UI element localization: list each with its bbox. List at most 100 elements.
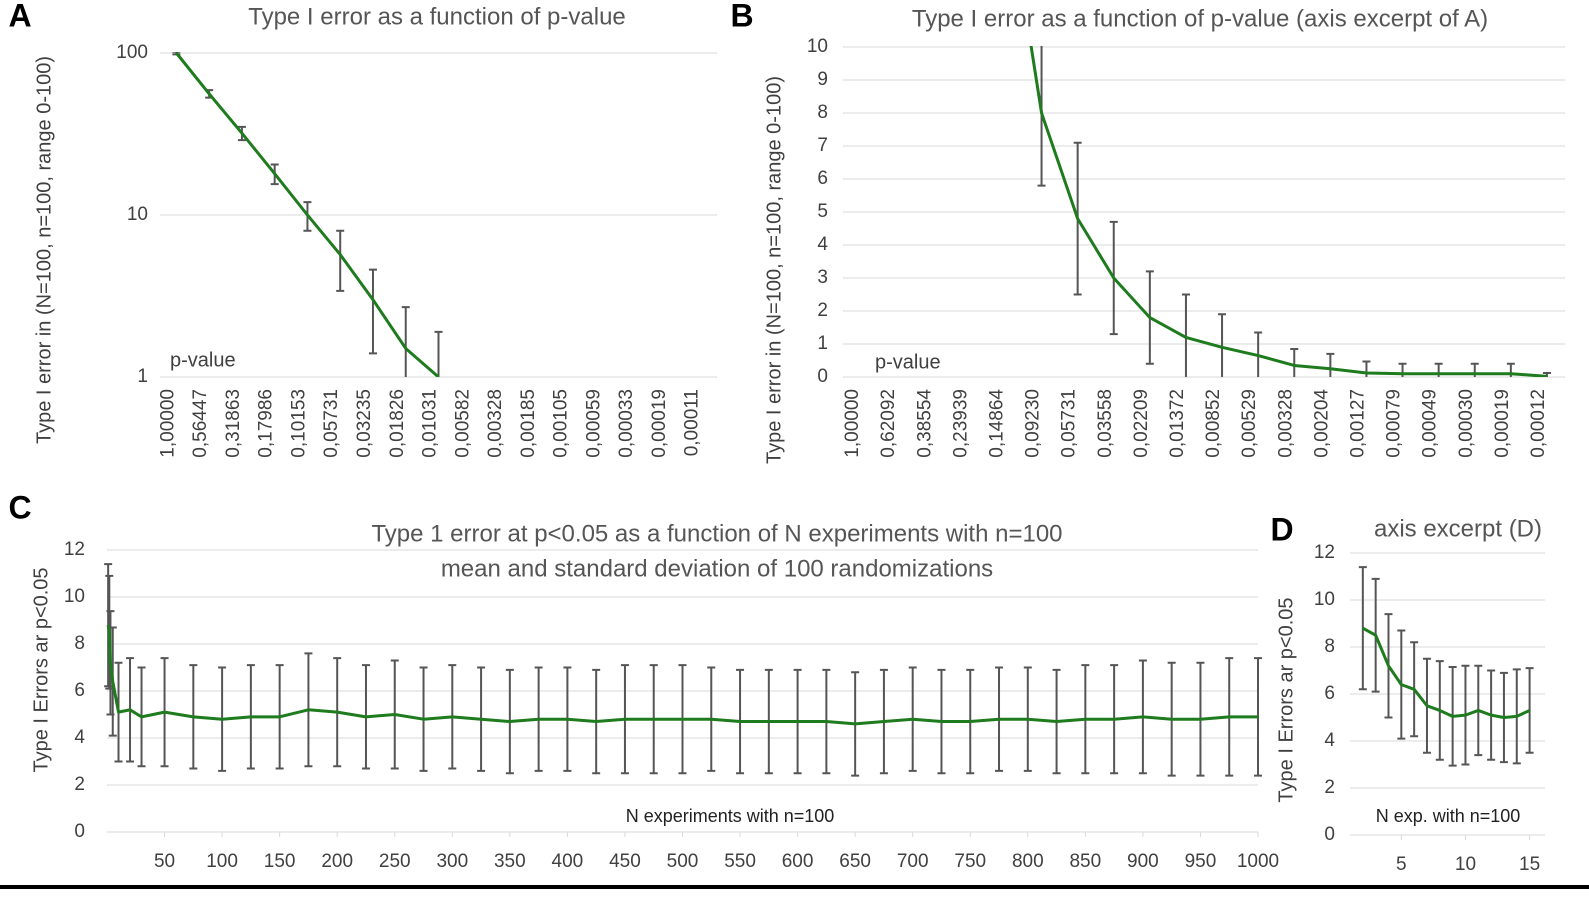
x-tick-label: 250 [379, 851, 411, 872]
error-bar [434, 330, 443, 377]
x-tick-label: 850 [1069, 851, 1101, 872]
y-tick-label: 4 [1324, 730, 1335, 751]
x-tick-label: 0,00019 [1492, 389, 1513, 458]
data-line [1029, 46, 1548, 377]
plot-area [104, 563, 1262, 777]
x-tick-label: 200 [321, 851, 353, 872]
chart-title: axis excerpt (D) [1374, 515, 1542, 542]
x-tick-label: 650 [839, 851, 871, 872]
x-tick-label: 0,00185 [518, 389, 539, 458]
chart-subtitle: mean and standard deviation of 100 rando… [441, 555, 993, 582]
y-tick-label: 1 [817, 333, 828, 354]
y-tick-label: 5 [817, 201, 828, 222]
x-tick-label: 0,00204 [1311, 389, 1332, 458]
x-tick-label: 0,00529 [1239, 389, 1260, 458]
y-tick-label: 10 [1314, 589, 1335, 610]
panel-letter: D [1270, 511, 1293, 547]
x-tick-label: 0,00030 [1456, 389, 1477, 458]
x-tick-label: 0,00011 [682, 389, 703, 456]
x-tick-label: 0,00079 [1384, 389, 1405, 458]
x-tick-label: 0,00328 [1275, 389, 1296, 458]
x-tick-label: 0,00582 [452, 389, 473, 458]
x-tick-label: 10 [1455, 854, 1476, 875]
x-tick-label: 0,00049 [1420, 389, 1441, 458]
x-tick-label: 0,56447 [190, 389, 211, 458]
x-tick-label: 450 [609, 851, 641, 872]
x-tick-label: 400 [552, 851, 584, 872]
data-line [106, 624, 1258, 726]
data-line [1362, 626, 1531, 719]
y-tick-label: 1 [137, 366, 148, 387]
x-tick-label: 700 [897, 851, 929, 872]
x-tick-label: 0,01826 [387, 389, 408, 458]
x-tick-label: 750 [954, 851, 986, 872]
y-tick-label: 6 [817, 168, 828, 189]
error-bar [336, 229, 345, 292]
y-tick-label: 3 [817, 267, 828, 288]
y-tick-label: 10 [127, 204, 148, 225]
y-tick-label: 12 [64, 539, 85, 560]
x-tick-label: 1000 [1237, 851, 1279, 872]
x-tick-label: 100 [206, 851, 238, 872]
y-tick-label: 100 [116, 42, 148, 63]
x-tick-label: 1,00000 [157, 389, 178, 458]
x-tick-label: 0,01031 [420, 389, 441, 458]
x-tick-label: 15 [1519, 854, 1540, 875]
x-tick-label: 150 [264, 851, 296, 872]
panel-letter: A [8, 0, 31, 33]
y-axis-label: Type I Errors ar p<0.05 [30, 567, 52, 772]
x-axis-label: N experiments with n=100 [626, 806, 835, 826]
y-tick-label: 2 [74, 774, 85, 795]
x-tick-label: 0,31863 [223, 389, 244, 458]
data-line [175, 52, 440, 377]
plot-area [1029, 46, 1551, 377]
y-tick-label: 8 [1324, 636, 1335, 657]
plot-area [1358, 566, 1534, 767]
plot-area [172, 52, 443, 377]
x-tick-label: 0,00019 [649, 389, 670, 458]
y-tick-label: 7 [817, 135, 828, 156]
x-tick-label: 0,10153 [288, 389, 309, 458]
x-tick-label: 0,14864 [986, 389, 1007, 458]
y-tick-label: 6 [1324, 683, 1335, 704]
x-tick-label: 0,23939 [950, 389, 971, 458]
x-tick-label: 0,03558 [1095, 389, 1116, 458]
bottom-border [0, 885, 1589, 889]
x-tick-label: 0,01372 [1167, 389, 1188, 458]
x-axis-label: N exp. with n=100 [1376, 806, 1521, 826]
x-tick-label: 0,05731 [1059, 389, 1080, 458]
x-tick-label: 300 [436, 851, 468, 872]
x-tick-label: 950 [1185, 851, 1217, 872]
y-tick-label: 10 [807, 36, 828, 57]
x-tick-label: 0,00059 [583, 389, 604, 458]
x-tick-label: 0,00033 [616, 389, 637, 458]
error-bar [1525, 667, 1534, 754]
y-tick-label: 0 [1324, 824, 1335, 845]
x-tick-label: 1,00000 [842, 389, 863, 458]
x-tick-label: 800 [1012, 851, 1044, 872]
x-tick-label: 600 [782, 851, 814, 872]
y-tick-label: 9 [817, 69, 828, 90]
x-tick-label: 0,17986 [256, 389, 277, 458]
x-tick-label: 550 [724, 851, 756, 872]
y-tick-label: 6 [74, 680, 85, 701]
y-axis-label: Type I error in (N=100, n=100, range 0-1… [33, 56, 55, 444]
y-tick-label: 8 [817, 102, 828, 123]
x-tick-label: 900 [1127, 851, 1159, 872]
chart-title: Type I error as a function of p-value [248, 3, 626, 30]
chart-title: Type I error as a function of p-value (a… [912, 5, 1488, 32]
y-tick-label: 4 [74, 727, 85, 748]
y-tick-label: 0 [817, 366, 828, 387]
y-tick-label: 4 [817, 234, 828, 255]
y-tick-label: 2 [1324, 777, 1335, 798]
x-tick-label: 350 [494, 851, 526, 872]
x-tick-label: 0,00012 [1528, 389, 1549, 458]
error-bar [401, 306, 410, 377]
y-axis-label: Type I Errors ar p<0.05 [1275, 597, 1297, 802]
y-tick-label: 8 [74, 633, 85, 654]
x-tick-label: 0,02209 [1131, 389, 1152, 458]
annotation: p-value [875, 351, 941, 373]
error-bar [368, 268, 377, 355]
x-tick-label: 0,62092 [878, 389, 899, 458]
